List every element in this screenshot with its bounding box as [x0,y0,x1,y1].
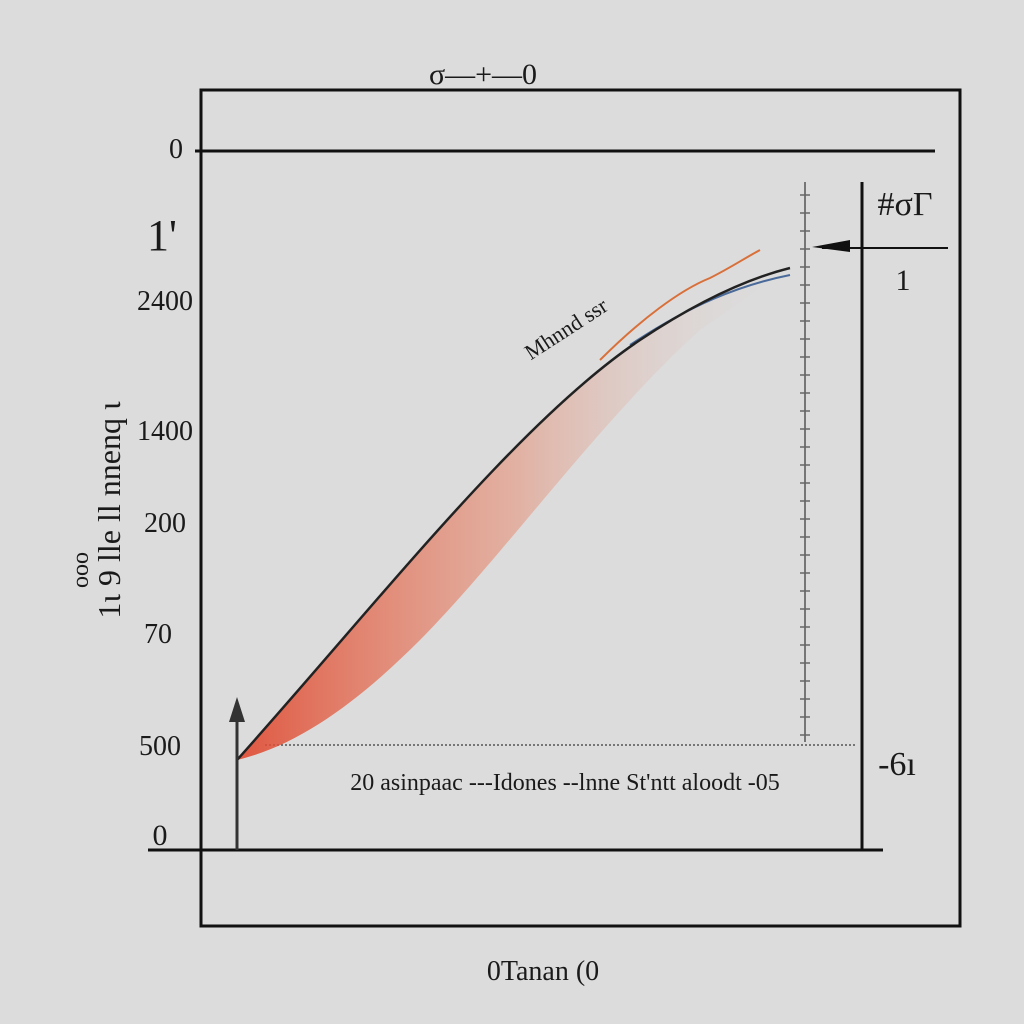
left-label: 2400 [137,286,193,317]
right-label: -6ı [878,746,916,783]
right-label: #σΓ [878,186,933,223]
left-label: 1' [147,211,177,260]
area [237,268,790,760]
left-label: 200 [144,508,186,539]
curve [236,266,791,761]
left-label: 500 [139,731,181,762]
arrow-head [812,240,850,252]
title: σ—+—0 [429,58,537,91]
up-arrow-head [229,697,245,722]
y-axis-label: 1ɩ 9 lle ll nnenq ɩ [91,401,127,619]
y-axis-label: ooo [68,552,94,588]
noisy-line [599,249,761,361]
tick-marks [800,194,810,736]
left-label: 70 [144,619,172,650]
left-label: 0 [153,819,168,852]
frame [199,88,962,928]
left-label: 0 [169,134,183,165]
footer: 0Tanan (0 [487,956,599,987]
right-label: 1 [896,264,911,297]
left-label: 1400 [137,416,193,447]
legend-text: 20 asinpaac ---Idones --lnne St'ntt aloo… [350,770,780,796]
